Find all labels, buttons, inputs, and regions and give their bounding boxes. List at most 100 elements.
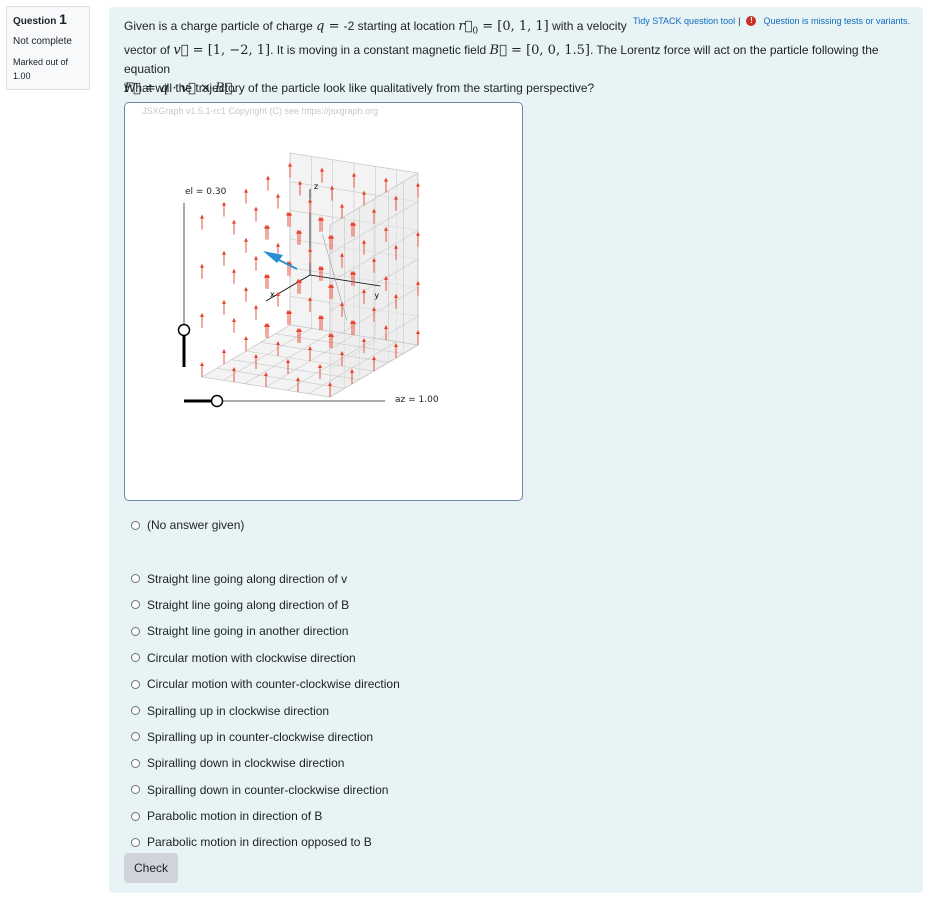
azimuth-slider-handle[interactable]	[210, 394, 224, 408]
field-arrow-head	[372, 306, 376, 311]
field-arrow-head	[232, 317, 236, 322]
answer-label: Spiralling up in counter-clockwise direc…	[147, 729, 374, 744]
field-arrow-head	[200, 263, 204, 268]
field-arrow-head	[372, 257, 376, 262]
answer-option[interactable]: Spiralling up in counter-clockwise direc…	[131, 724, 400, 750]
jsxgraph-board[interactable]: JSXGraph v1.5.1-rc1 Copyright (C) see ht…	[124, 102, 523, 501]
field-arrow-head	[264, 224, 268, 229]
answer-list: (No answer given) Straight line going al…	[131, 512, 400, 856]
answer-option[interactable]: Straight line going in another direction	[131, 618, 400, 644]
field-arrow-head	[318, 265, 322, 270]
question-text: Given is a charge particle of charge q =…	[124, 19, 879, 97]
field-arrow-head	[254, 304, 258, 309]
field-arrow-head	[340, 301, 344, 306]
field-arrow-head	[372, 208, 376, 213]
field-arrow-head	[340, 351, 344, 355]
axis-label-z: z	[314, 182, 318, 191]
field-arrow-head	[296, 377, 300, 381]
radio-button[interactable]	[131, 653, 140, 663]
radio-button[interactable]	[131, 837, 140, 847]
field-arrow-head	[308, 247, 312, 252]
field-arrow-head	[308, 198, 312, 203]
field-arrow-head	[276, 341, 280, 345]
answer-option[interactable]: Straight line going along direction of B	[131, 592, 400, 618]
axis-label-y: y	[374, 291, 379, 300]
check-button[interactable]: Check	[124, 853, 178, 883]
field-arrow-head	[416, 231, 420, 236]
field-3d-view[interactable]: z y x	[125, 103, 523, 501]
field-arrow-head	[416, 280, 420, 285]
question-toolbar: Tidy STACK question tool | ! Question is…	[633, 16, 910, 26]
answer-option[interactable]: Spiralling up in clockwise direction	[131, 697, 400, 723]
field-arrow-head	[362, 239, 366, 244]
elevation-slider-handle[interactable]	[177, 323, 191, 337]
axis-label-x: x	[270, 290, 275, 299]
field-arrow-head	[296, 327, 300, 332]
radio-button[interactable]	[131, 706, 140, 716]
tidy-stack-link[interactable]: Tidy STACK question tool	[633, 16, 736, 26]
radio-button[interactable]	[131, 758, 140, 768]
field-arrow-head	[222, 250, 226, 255]
field-arrow-head	[222, 299, 226, 304]
field-arrow-head	[266, 175, 270, 180]
field-arrow-head	[222, 201, 226, 206]
field-arrow-head	[384, 325, 388, 329]
field-arrow-head	[328, 283, 332, 288]
field-arrow-head	[200, 362, 204, 366]
field-arrow-head	[350, 270, 354, 275]
answer-option[interactable]: Parabolic motion in direction of B	[131, 803, 400, 829]
grid-line	[329, 201, 419, 254]
answer-option[interactable]: Circular motion with counter-clockwise d…	[131, 671, 400, 697]
radio-button[interactable]	[131, 785, 140, 795]
field-arrow-head	[276, 193, 280, 198]
question-number: Question 1	[13, 11, 67, 27]
radio-button[interactable]	[131, 600, 140, 610]
field-arrow-head	[286, 359, 290, 363]
field-arrow-head	[384, 226, 388, 231]
grid-line	[289, 152, 419, 174]
field-arrow-head	[296, 229, 300, 234]
charge-value: -2	[343, 19, 355, 33]
answer-label: Parabolic motion in direction of B	[147, 809, 323, 824]
field-arrow-head	[320, 167, 324, 172]
radio-button[interactable]	[131, 574, 140, 584]
field-vector: [0, 0, 1.5]	[526, 43, 590, 59]
position-vector: [0, 1, 1]	[497, 19, 549, 34]
field-arrow-head	[276, 291, 280, 296]
radio-button[interactable]	[131, 626, 140, 636]
jsxgraph-copyright: JSXGraph v1.5.1-rc1 Copyright (C) see ht…	[142, 106, 379, 116]
question-state: Not complete	[13, 36, 72, 47]
lorentz-equation: F⃗ = q · v⃗ × B⃗.	[124, 81, 237, 97]
answer-option[interactable]: Spiralling down in clockwise direction	[131, 750, 400, 776]
toolbar-separator: |	[738, 16, 741, 26]
answer-option-none[interactable]: (No answer given)	[131, 512, 400, 538]
answer-option[interactable]: Parabolic motion in direction opposed to…	[131, 829, 400, 855]
field-arrow-head	[286, 309, 290, 314]
field-arrow-head	[416, 330, 420, 334]
answer-label: Parabolic motion in direction opposed to…	[147, 835, 372, 850]
answer-label: Spiralling down in counter-clockwise dir…	[147, 782, 389, 797]
elevation-slider[interactable]	[177, 203, 191, 367]
answer-option[interactable]: Straight line going along direction of v	[131, 565, 400, 591]
radio-button[interactable]	[131, 520, 140, 530]
radio-button[interactable]	[131, 732, 140, 742]
radio-button[interactable]	[131, 811, 140, 821]
azimuth-label: az = 1.00	[395, 395, 439, 405]
field-arrow-head	[340, 203, 344, 208]
field-arrow-head	[318, 314, 322, 319]
field-arrow-head	[330, 185, 334, 190]
field-arrow-head	[350, 319, 354, 324]
grid-line	[329, 172, 419, 226]
missing-tests-link[interactable]: Question is missing tests or variants.	[763, 16, 910, 26]
field-arrow-head	[352, 172, 356, 177]
field-arrow-head	[394, 244, 398, 249]
field-arrow-head	[264, 273, 268, 278]
field-arrow-head	[298, 180, 302, 185]
field-arrow-head	[362, 288, 366, 293]
field-arrow-head	[254, 354, 258, 358]
radio-button[interactable]	[131, 679, 140, 689]
field-arrow-head	[384, 275, 388, 280]
answer-option[interactable]: Spiralling down in counter-clockwise dir…	[131, 777, 400, 803]
azimuth-slider[interactable]	[184, 394, 385, 408]
answer-option[interactable]: Circular motion with clockwise direction	[131, 645, 400, 671]
